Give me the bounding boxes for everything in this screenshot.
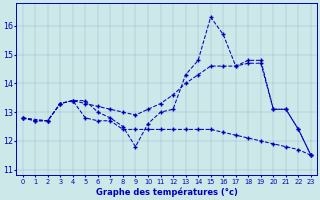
- X-axis label: Graphe des températures (°c): Graphe des températures (°c): [96, 188, 238, 197]
